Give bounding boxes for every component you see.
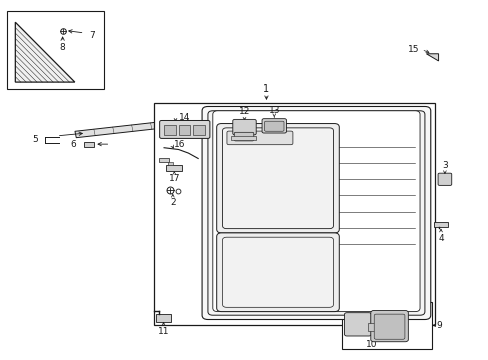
FancyBboxPatch shape — [344, 313, 370, 336]
Text: 2: 2 — [170, 198, 175, 207]
Bar — [193, 125, 204, 135]
Text: 4: 4 — [437, 234, 443, 243]
FancyBboxPatch shape — [207, 111, 424, 315]
FancyBboxPatch shape — [370, 311, 407, 342]
FancyBboxPatch shape — [234, 132, 253, 141]
Text: 14: 14 — [179, 113, 190, 122]
Text: 5: 5 — [32, 135, 38, 144]
Text: 3: 3 — [441, 161, 447, 170]
Bar — [231, 136, 256, 140]
Bar — [433, 222, 447, 226]
FancyBboxPatch shape — [216, 123, 339, 233]
Text: 13: 13 — [268, 106, 280, 115]
Bar — [341, 302, 431, 348]
Bar — [166, 165, 182, 171]
Text: 6: 6 — [70, 140, 76, 149]
Bar — [167, 162, 172, 165]
Bar — [156, 315, 171, 321]
FancyBboxPatch shape — [222, 128, 333, 229]
FancyBboxPatch shape — [159, 121, 209, 138]
FancyBboxPatch shape — [262, 119, 286, 133]
Text: 9: 9 — [435, 321, 441, 330]
FancyBboxPatch shape — [216, 233, 339, 312]
Polygon shape — [75, 114, 227, 138]
Bar — [6, 12, 104, 89]
Bar — [83, 141, 94, 147]
FancyBboxPatch shape — [212, 111, 419, 312]
FancyBboxPatch shape — [437, 173, 451, 185]
FancyBboxPatch shape — [232, 120, 256, 135]
Text: 7: 7 — [89, 31, 95, 40]
FancyBboxPatch shape — [226, 131, 292, 145]
Text: 12: 12 — [238, 107, 250, 116]
Bar — [367, 323, 374, 330]
Text: 8: 8 — [60, 43, 65, 52]
Bar — [178, 125, 190, 135]
Text: 17: 17 — [168, 175, 180, 184]
Text: 10: 10 — [365, 341, 376, 350]
Text: 16: 16 — [174, 140, 185, 149]
FancyBboxPatch shape — [202, 107, 430, 319]
Text: 1: 1 — [263, 84, 269, 94]
Bar — [154, 103, 434, 325]
FancyBboxPatch shape — [373, 314, 404, 339]
Text: 11: 11 — [158, 327, 169, 336]
Text: 15: 15 — [407, 45, 419, 54]
Polygon shape — [426, 54, 438, 61]
Polygon shape — [15, 22, 75, 82]
FancyBboxPatch shape — [264, 121, 284, 131]
FancyBboxPatch shape — [222, 237, 333, 307]
Bar — [163, 125, 175, 135]
Bar — [159, 158, 168, 162]
